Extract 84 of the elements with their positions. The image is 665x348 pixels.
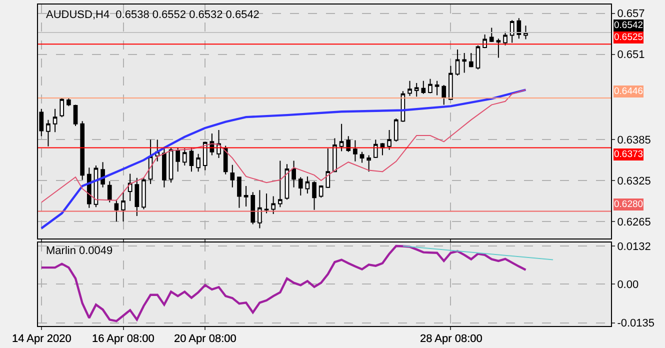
candlestick [428, 78, 432, 94]
candlestick [510, 20, 514, 44]
y-tick-label: 0.0132 [617, 240, 651, 253]
candlestick [223, 145, 228, 175]
ref-line-label: 0.6542 [614, 20, 644, 31]
candlestick [271, 196, 276, 214]
candlestick [189, 147, 194, 172]
candlestick [162, 148, 166, 188]
candlestick [421, 80, 426, 94]
x-tick-label: 28 Apr 08:00 [420, 333, 482, 345]
candlestick [408, 80, 412, 96]
candlestick [496, 38, 501, 58]
candlestick [142, 177, 146, 210]
candlestick [60, 97, 64, 118]
y-tick-label: 0.657 [617, 8, 645, 20]
line-series [40, 88, 527, 230]
candlestick [360, 151, 364, 164]
candlestick [292, 160, 296, 188]
ref-line-label: 0.6373 [614, 149, 644, 160]
candlestick [52, 108, 58, 133]
candlestick [230, 164, 235, 188]
candlestick [284, 164, 290, 200]
candlestick [380, 142, 385, 156]
y-tick-label: 0.6325 [617, 175, 651, 188]
candlestick [298, 176, 303, 196]
candlestick [244, 186, 248, 207]
x-tick-label: 16 Apr 08:00 [92, 333, 154, 345]
candlestick [339, 123, 344, 152]
candlestick [366, 154, 372, 172]
candlestick [373, 139, 378, 159]
y-tick-label: 0.651 [617, 49, 645, 62]
candlestick [202, 141, 208, 171]
candlestick [482, 34, 487, 49]
candlestick [489, 27, 494, 43]
candlestick [264, 193, 269, 214]
line-series [40, 89, 526, 203]
y-tick-label: 0.6385 [617, 134, 651, 146]
candlestick [73, 104, 78, 126]
candlestick [468, 52, 474, 68]
candlestick [107, 180, 112, 203]
candlestick [462, 52, 467, 74]
candlestick [326, 148, 330, 189]
candlestick [114, 199, 119, 222]
line-series [40, 244, 527, 322]
candlestick [121, 192, 126, 222]
candlestick [442, 84, 446, 106]
candlestick [476, 44, 480, 70]
candlestick [394, 118, 398, 142]
candlestick [434, 80, 440, 96]
y-tick-label: 0.6265 [617, 216, 651, 228]
candlestick [278, 160, 282, 208]
candlestick [250, 192, 256, 225]
chart-title: Marlin 0.0049 [46, 245, 113, 257]
candlestick [387, 130, 392, 150]
candlestick [346, 136, 351, 152]
chart-title: AUDUSD,H4 0.6538 0.6552 0.6532 0.6542 [46, 9, 260, 21]
candlestick [258, 190, 262, 229]
y-tick-label: -0.0135 [617, 318, 655, 330]
candlestick [80, 120, 85, 180]
candlestick [176, 147, 180, 172]
candlestick [196, 153, 200, 172]
candlestick [524, 25, 528, 40]
candlestick [332, 138, 337, 172]
candlestick [305, 176, 310, 194]
candlestick [353, 140, 358, 162]
ref-line-label: 0.6525 [614, 32, 644, 43]
candlestick [66, 97, 71, 107]
candlestick [134, 177, 140, 217]
x-tick-label: 14 Apr 2020 [12, 333, 72, 345]
candlestick [46, 119, 50, 147]
candlestick [414, 82, 419, 98]
candlestick [448, 65, 453, 101]
candlestick [128, 173, 132, 202]
candlestick [503, 31, 508, 46]
candlestick [516, 18, 522, 40]
x-tick-label: 20 Apr 08:00 [174, 333, 236, 345]
candlestick [182, 148, 187, 166]
candlestick [312, 180, 316, 210]
ref-line-label: 0.6446 [614, 86, 644, 97]
candlestick [237, 176, 242, 208]
candlestick [455, 49, 460, 76]
y-tick-label: 0.00 [617, 278, 639, 291]
ref-line-label: 0.6280 [614, 199, 644, 210]
candlestick [318, 184, 324, 198]
